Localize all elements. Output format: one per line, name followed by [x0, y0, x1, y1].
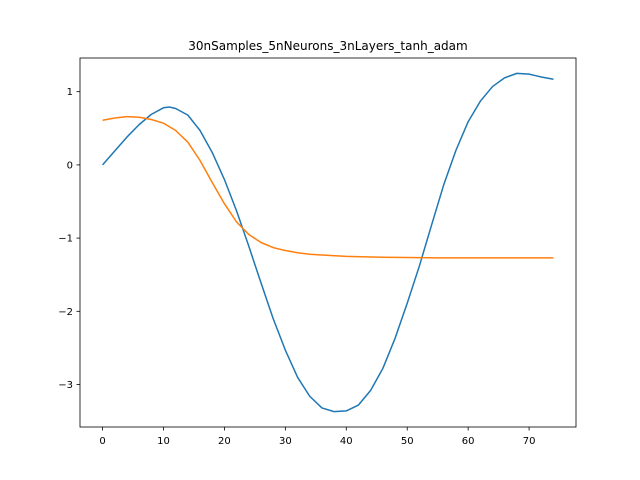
x-tick-label: 40 [340, 436, 353, 447]
y-tick-label: −1 [58, 234, 73, 245]
series-layer [101, 72, 554, 413]
y-tick-label: −3 [58, 380, 73, 391]
x-tick-label: 70 [523, 436, 536, 447]
series-line-1 [101, 72, 554, 413]
x-tick-label: 0 [99, 436, 105, 447]
plot-area-frame [79, 57, 577, 428]
x-tick-label: 50 [401, 436, 414, 447]
series-line-2 [102, 115, 554, 259]
x-tick-label: 20 [218, 436, 231, 447]
x-axis-ticks: 0 10 20 30 40 50 60 70 [99, 427, 535, 447]
x-tick-label: 60 [462, 436, 475, 447]
x-tick-label: 10 [157, 436, 170, 447]
y-tick-label: 0 [67, 160, 73, 171]
x-tick-label: 30 [279, 436, 292, 447]
y-axis-ticks: 1 0 −1 −2 −3 [58, 87, 80, 391]
y-tick-label: 1 [67, 87, 73, 98]
chart-title: 30nSamples_5nNeurons_3nLayers_tanh_adam [188, 39, 467, 53]
y-tick-label: −2 [58, 307, 73, 318]
